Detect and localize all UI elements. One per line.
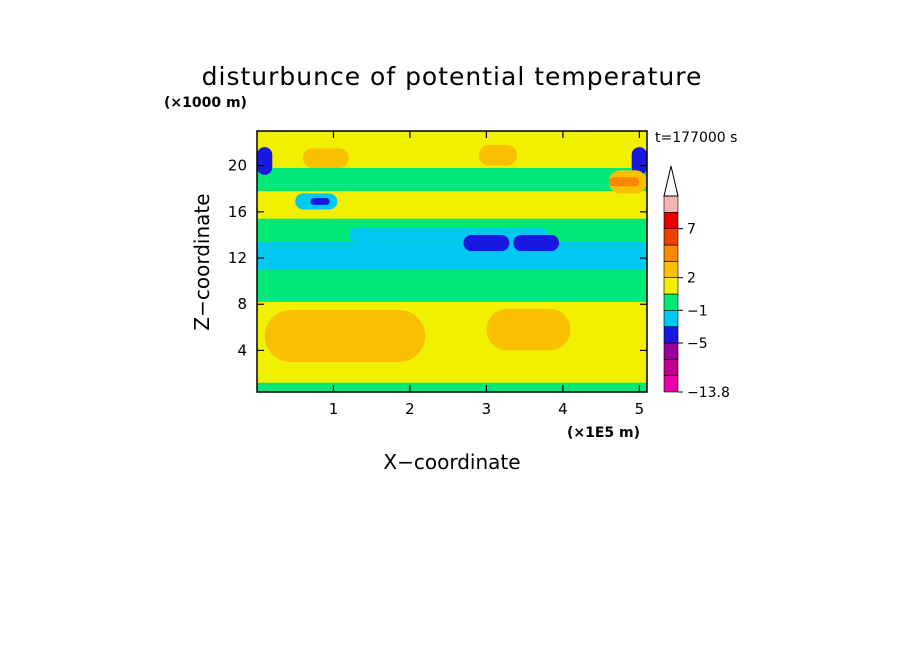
x-axis: 1 2 3 4 5 [329,131,644,418]
colorbar-label: 2 [687,271,696,287]
colorbar-label: 7 [687,222,696,238]
y-tick-label: 16 [228,203,247,221]
contour-region-11 [310,197,330,205]
contour-region-8 [463,234,510,252]
colorbar-swatch-10 [663,212,679,229]
y-unit-label: (×1000 m) [164,95,247,111]
contour-region-17 [486,308,571,351]
colorbar: −13.8 −5 −1 2 7 [663,165,730,401]
x-tick-label: 5 [635,400,645,418]
colorbar-swatch-4 [663,310,679,327]
y-tick-label: 8 [237,295,247,313]
contour-region-13 [631,147,647,175]
colorbar-swatch-0 [663,375,679,393]
contour-region-15 [478,144,517,166]
colorbar-swatch-7 [663,261,679,278]
colorbar-extend-arrow [663,165,679,197]
colorbar-swatch-9 [663,228,679,246]
chart-title: disturbunce of potential temperature [202,62,703,91]
plot-frame [256,130,648,393]
contour-region-9 [513,234,560,252]
colorbar-label: −5 [687,336,708,352]
colorbar-swatch-6 [663,277,679,295]
contour-region-12 [257,147,273,175]
x-tick-label: 4 [558,400,568,418]
contour-region-6 [257,167,647,192]
colorbar-swatch-8 [663,244,679,262]
x-tick-label: 3 [482,400,492,418]
x-tick-label: 2 [405,400,415,418]
contour-region-2 [257,382,647,392]
contour-region-4 [257,241,647,270]
colorbar-swatch-11 [663,195,679,213]
colorbar-swatch-1 [663,359,679,376]
y-axis: 4 8 12 16 20 [228,157,647,359]
colorbar-label: −13.8 [687,385,730,401]
contour-field [257,131,647,392]
contour-region-19 [608,177,640,187]
y-tick-label: 12 [228,249,247,267]
time-label: t=177000 s [655,130,737,146]
x-axis-title: X−coordinate [383,450,520,474]
y-tick-label: 20 [228,157,247,175]
colorbar-swatch-3 [663,326,679,344]
contour-region-3 [257,269,647,302]
y-tick-label: 4 [237,341,247,359]
contour-region-16 [264,310,426,362]
colorbar-swatch-2 [663,342,679,360]
y-axis-title: Z−coordinate [190,193,214,330]
colorbar-label: −1 [687,303,708,319]
x-unit-label: (×1E5 m) [567,425,640,441]
x-tick-label: 1 [329,400,339,418]
colorbar-swatch-5 [663,293,679,311]
contour-region-14 [302,148,349,168]
